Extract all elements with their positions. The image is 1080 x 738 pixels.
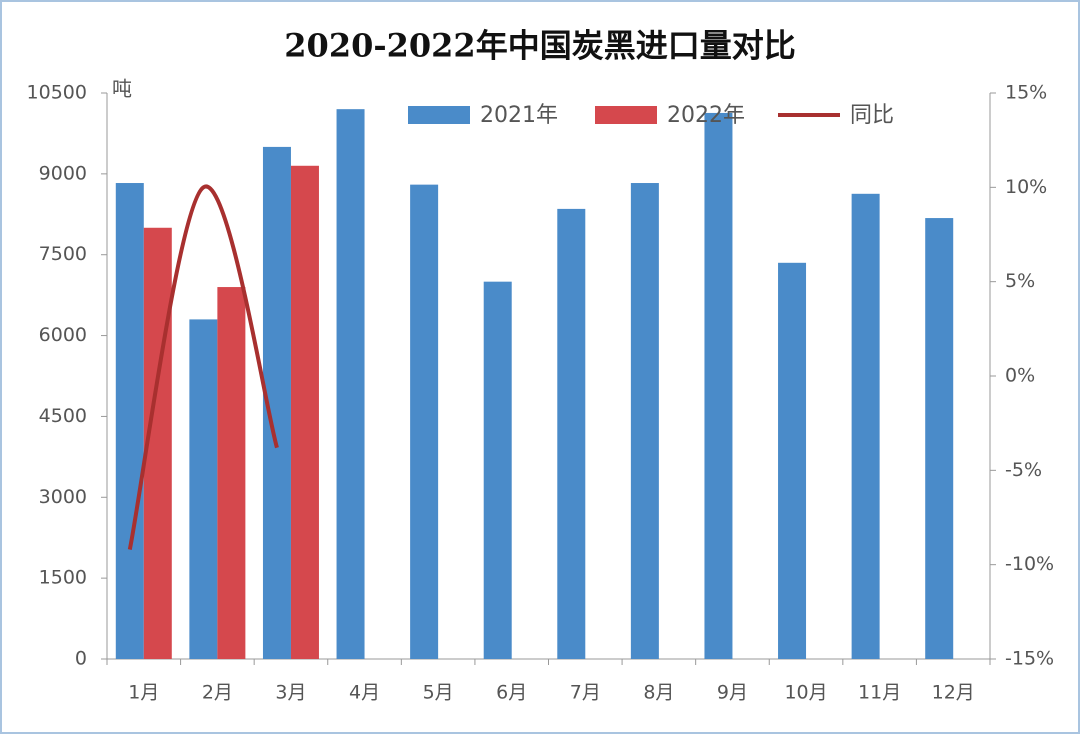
legend-label: 2022年 bbox=[667, 103, 745, 128]
legend-label: 2021年 bbox=[480, 103, 558, 128]
bar bbox=[410, 184, 439, 659]
x-tick-label: 3月 bbox=[275, 682, 306, 704]
x-tick-label: 10月 bbox=[784, 682, 827, 704]
x-tick-label: 1月 bbox=[128, 682, 159, 704]
x-tick-label: 12月 bbox=[932, 682, 975, 704]
legend-label: 同比 bbox=[850, 103, 894, 128]
bar bbox=[115, 183, 144, 660]
bar bbox=[704, 112, 733, 659]
x-tick-label: 9月 bbox=[717, 682, 748, 704]
y2-tick-label: -10% bbox=[1005, 553, 1054, 575]
x-tick-label: 2月 bbox=[202, 682, 233, 704]
bar bbox=[189, 319, 218, 659]
bar bbox=[217, 287, 246, 659]
bar bbox=[336, 109, 365, 659]
y2-tick-label: 15% bbox=[1005, 82, 1047, 104]
y-unit: 吨 bbox=[112, 77, 132, 101]
y2-tick-label: 0% bbox=[1005, 365, 1035, 387]
bar bbox=[925, 218, 954, 659]
bar bbox=[483, 281, 512, 659]
y-tick-label: 4500 bbox=[39, 405, 87, 427]
y2-tick-label: 5% bbox=[1005, 270, 1035, 292]
y2-tick-label: -5% bbox=[1005, 459, 1042, 481]
x-tick-label: 8月 bbox=[643, 682, 674, 704]
chart-title: 2020-2022年中国炭黑进口量对比 bbox=[284, 27, 795, 65]
line bbox=[127, 184, 279, 550]
y2-tick-label: 10% bbox=[1005, 176, 1047, 198]
y-tick-label: 6000 bbox=[39, 324, 87, 346]
bar bbox=[557, 208, 586, 659]
legend-swatch bbox=[595, 106, 657, 124]
bar bbox=[778, 262, 807, 659]
bar bbox=[290, 165, 319, 659]
y-tick-label: 1500 bbox=[39, 567, 87, 589]
y-tick-label: 0 bbox=[75, 648, 87, 670]
x-tick-label: 6月 bbox=[496, 682, 527, 704]
bar bbox=[851, 193, 880, 659]
x-tick-label: 4月 bbox=[349, 682, 380, 704]
x-tick-label: 7月 bbox=[570, 682, 601, 704]
x-tick-label: 5月 bbox=[423, 682, 454, 704]
y2-tick-label: -15% bbox=[1005, 648, 1054, 670]
bar bbox=[630, 183, 659, 660]
y-tick-label: 9000 bbox=[39, 162, 87, 184]
y-tick-label: 7500 bbox=[39, 243, 87, 265]
y-tick-label: 3000 bbox=[39, 486, 87, 508]
y-tick-label: 10500 bbox=[27, 82, 87, 104]
x-tick-label: 11月 bbox=[858, 682, 901, 704]
legend-swatch bbox=[408, 106, 470, 124]
